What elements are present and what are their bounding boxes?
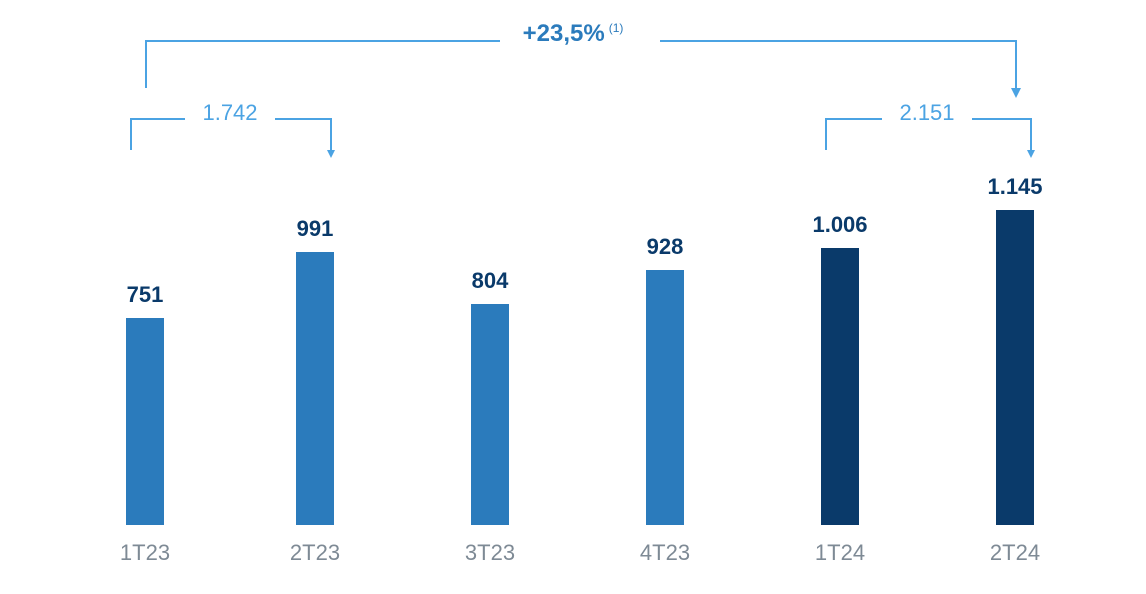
bracket-arrow-icon — [1027, 150, 1035, 158]
bracket-segment — [145, 40, 500, 42]
group-sum-1-label: 2.151 — [899, 100, 954, 125]
bar-2 — [471, 304, 509, 525]
bar-1 — [296, 252, 334, 525]
bracket-segment — [1015, 40, 1017, 88]
bracket-segment — [825, 118, 827, 150]
cat-label-5: 2T24 — [935, 540, 1095, 566]
bracket-arrow-icon — [327, 150, 335, 158]
bar-value-3: 928 — [585, 234, 745, 260]
bracket-segment — [130, 118, 132, 150]
bracket-segment — [825, 118, 882, 120]
bracket-segment — [330, 118, 332, 150]
group-sum-0: 1.742 — [150, 100, 310, 126]
bar-0 — [126, 318, 164, 525]
bar-value-2: 804 — [410, 268, 570, 294]
bracket-segment — [660, 40, 1015, 42]
bracket-segment — [1030, 118, 1032, 150]
bracket-segment — [145, 40, 147, 88]
cat-label-2: 3T23 — [410, 540, 570, 566]
bracket-segment — [275, 118, 330, 120]
bracket-segment — [130, 118, 185, 120]
cat-label-1: 2T23 — [235, 540, 395, 566]
cat-label-0: 1T23 — [65, 540, 225, 566]
plot-area: 751 991 804 928 1.006 1.145 — [0, 195, 1146, 525]
growth-value: +23,5% — [523, 20, 605, 47]
growth-annotation: +23,5% (1) — [0, 20, 1146, 48]
bar-3 — [646, 270, 684, 525]
bar-value-5: 1.145 — [935, 174, 1095, 200]
bracket-arrow-icon — [1011, 88, 1021, 98]
bar-value-1: 991 — [235, 216, 395, 242]
growth-footnote: (1) — [609, 21, 624, 35]
bar-value-4: 1.006 — [760, 212, 920, 238]
bracket-segment — [972, 118, 1030, 120]
quarterly-bar-chart: +23,5% (1) 1.742 2.151 751 991 804 928 1.… — [0, 0, 1146, 594]
cat-label-4: 1T24 — [760, 540, 920, 566]
cat-label-3: 4T23 — [585, 540, 745, 566]
group-sum-1: 2.151 — [847, 100, 1007, 126]
bar-4 — [821, 248, 859, 525]
group-sum-0-label: 1.742 — [202, 100, 257, 125]
bar-value-0: 751 — [65, 282, 225, 308]
bar-5 — [996, 210, 1034, 525]
